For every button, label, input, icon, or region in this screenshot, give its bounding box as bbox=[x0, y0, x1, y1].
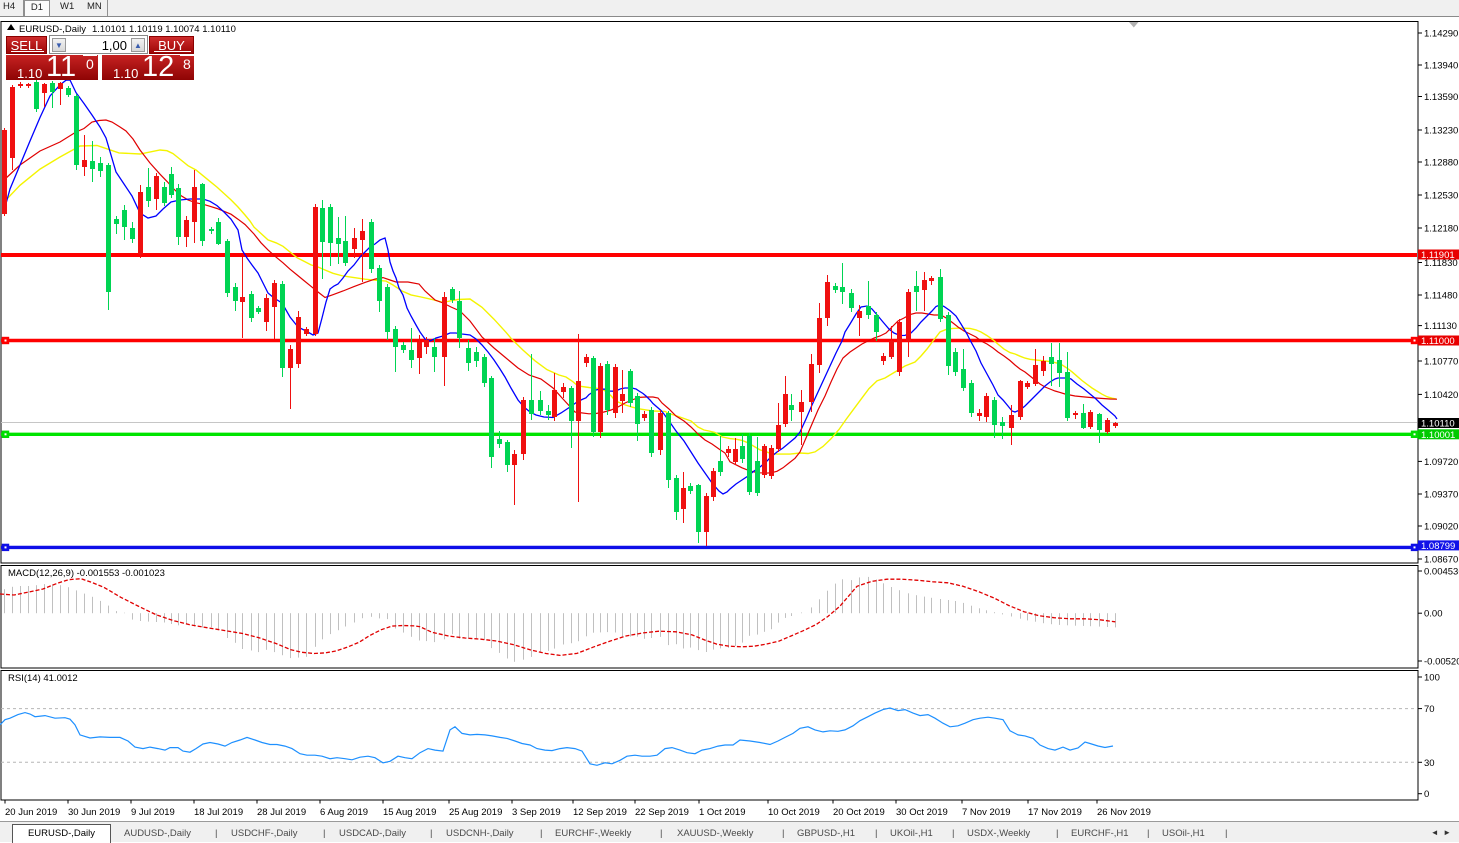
svg-text:25 Aug 2019: 25 Aug 2019 bbox=[449, 807, 502, 818]
svg-text:1.13940: 1.13940 bbox=[1424, 61, 1458, 72]
svg-text:0.004536: 0.004536 bbox=[1424, 567, 1459, 578]
svg-text:1.10001: 1.10001 bbox=[1421, 430, 1455, 441]
svg-text:28 Jul 2019: 28 Jul 2019 bbox=[257, 807, 306, 818]
svg-text:3 Sep 2019: 3 Sep 2019 bbox=[512, 807, 561, 818]
svg-text:30 Jun 2019: 30 Jun 2019 bbox=[68, 807, 120, 818]
svg-text:1.10110: 1.10110 bbox=[1421, 419, 1455, 430]
svg-text:1 Oct 2019: 1 Oct 2019 bbox=[699, 807, 745, 818]
svg-text:30 Oct 2019: 30 Oct 2019 bbox=[896, 807, 948, 818]
svg-text:20 Jun 2019: 20 Jun 2019 bbox=[5, 807, 57, 818]
svg-text:1.11000: 1.11000 bbox=[1421, 336, 1455, 347]
svg-text:1.08670: 1.08670 bbox=[1424, 555, 1458, 566]
svg-text:1.10770: 1.10770 bbox=[1424, 357, 1458, 368]
svg-text:1.10101 1.10119 1.10074 1.1011: 1.10101 1.10119 1.10074 1.10110 bbox=[92, 24, 236, 35]
svg-text:1.09020: 1.09020 bbox=[1424, 522, 1458, 533]
svg-text:10 Oct 2019: 10 Oct 2019 bbox=[768, 807, 820, 818]
svg-text:22 Sep 2019: 22 Sep 2019 bbox=[635, 807, 689, 818]
svg-text:1.13230: 1.13230 bbox=[1424, 126, 1458, 137]
svg-text:70: 70 bbox=[1424, 704, 1435, 715]
svg-text:1.14290: 1.14290 bbox=[1424, 29, 1458, 40]
svg-text:1.11480: 1.11480 bbox=[1424, 291, 1458, 302]
svg-text:1.13590: 1.13590 bbox=[1424, 92, 1458, 103]
svg-text:1.12180: 1.12180 bbox=[1424, 224, 1458, 235]
svg-text:-0.00520: -0.00520 bbox=[1424, 657, 1459, 668]
svg-text:RSI(14) 41.0012: RSI(14) 41.0012 bbox=[8, 673, 78, 684]
svg-text:EURUSD-,Daily: EURUSD-,Daily bbox=[19, 24, 86, 35]
svg-text:1.08799: 1.08799 bbox=[1421, 541, 1455, 552]
svg-text:0: 0 bbox=[1424, 789, 1429, 800]
svg-text:6 Aug 2019: 6 Aug 2019 bbox=[320, 807, 368, 818]
svg-text:30: 30 bbox=[1424, 758, 1435, 769]
svg-text:20 Oct 2019: 20 Oct 2019 bbox=[833, 807, 885, 818]
svg-text:9 Jul 2019: 9 Jul 2019 bbox=[131, 807, 175, 818]
svg-text:1.09370: 1.09370 bbox=[1424, 490, 1458, 501]
svg-text:1.12530: 1.12530 bbox=[1424, 191, 1458, 202]
svg-text:1.10420: 1.10420 bbox=[1424, 390, 1458, 401]
svg-text:MACD(12,26,9) -0.001553 -0.001: MACD(12,26,9) -0.001553 -0.001023 bbox=[8, 568, 165, 579]
svg-text:12 Sep 2019: 12 Sep 2019 bbox=[573, 807, 627, 818]
svg-text:7 Nov 2019: 7 Nov 2019 bbox=[962, 807, 1011, 818]
svg-text:1.11830: 1.11830 bbox=[1424, 258, 1458, 269]
svg-text:0.00: 0.00 bbox=[1424, 609, 1443, 620]
svg-text:26 Nov 2019: 26 Nov 2019 bbox=[1097, 807, 1151, 818]
svg-text:17 Nov 2019: 17 Nov 2019 bbox=[1028, 807, 1082, 818]
svg-text:1.11130: 1.11130 bbox=[1424, 321, 1457, 332]
svg-text:100: 100 bbox=[1424, 673, 1440, 684]
svg-text:1.09720: 1.09720 bbox=[1424, 457, 1458, 468]
svg-text:15 Aug 2019: 15 Aug 2019 bbox=[383, 807, 436, 818]
svg-text:1.12880: 1.12880 bbox=[1424, 158, 1458, 169]
svg-text:1.11901: 1.11901 bbox=[1421, 250, 1455, 261]
svg-text:18 Jul 2019: 18 Jul 2019 bbox=[194, 807, 243, 818]
